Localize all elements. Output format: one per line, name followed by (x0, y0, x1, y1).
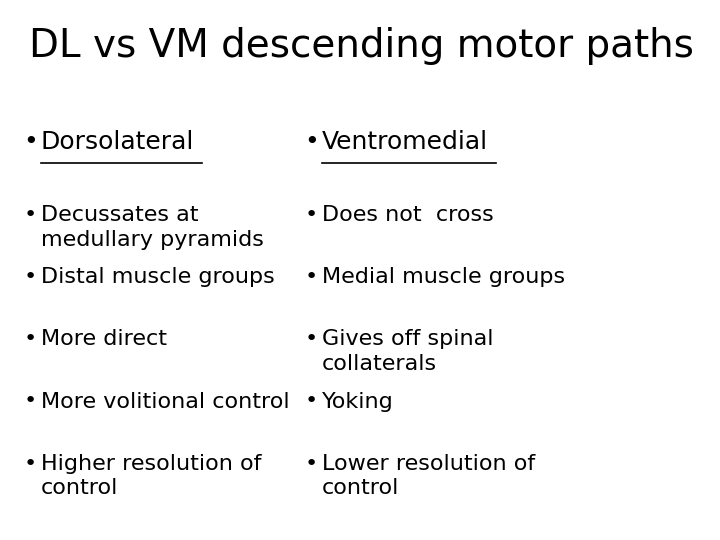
Text: •: • (305, 205, 318, 225)
Text: DL vs VM descending motor paths: DL vs VM descending motor paths (30, 27, 694, 65)
Text: •: • (24, 130, 38, 153)
Text: More direct: More direct (41, 329, 167, 349)
Text: Gives off spinal
collaterals: Gives off spinal collaterals (322, 329, 493, 374)
Text: Medial muscle groups: Medial muscle groups (322, 267, 565, 287)
Text: Ventromedial: Ventromedial (322, 130, 488, 153)
Text: •: • (305, 130, 319, 153)
Text: •: • (305, 267, 318, 287)
Text: •: • (24, 392, 37, 411)
Text: •: • (24, 267, 37, 287)
Text: Dorsolateral: Dorsolateral (41, 130, 194, 153)
Text: •: • (24, 454, 37, 474)
Text: •: • (305, 454, 318, 474)
Text: •: • (24, 205, 37, 225)
Text: Higher resolution of
control: Higher resolution of control (41, 454, 261, 498)
Text: Does not  cross: Does not cross (322, 205, 494, 225)
Text: •: • (24, 329, 37, 349)
Text: Decussates at
medullary pyramids: Decussates at medullary pyramids (41, 205, 264, 250)
Text: •: • (305, 392, 318, 411)
Text: Distal muscle groups: Distal muscle groups (41, 267, 275, 287)
Text: Yoking: Yoking (322, 392, 394, 411)
Text: More volitional control: More volitional control (41, 392, 289, 411)
Text: Lower resolution of
control: Lower resolution of control (322, 454, 535, 498)
Text: •: • (305, 329, 318, 349)
